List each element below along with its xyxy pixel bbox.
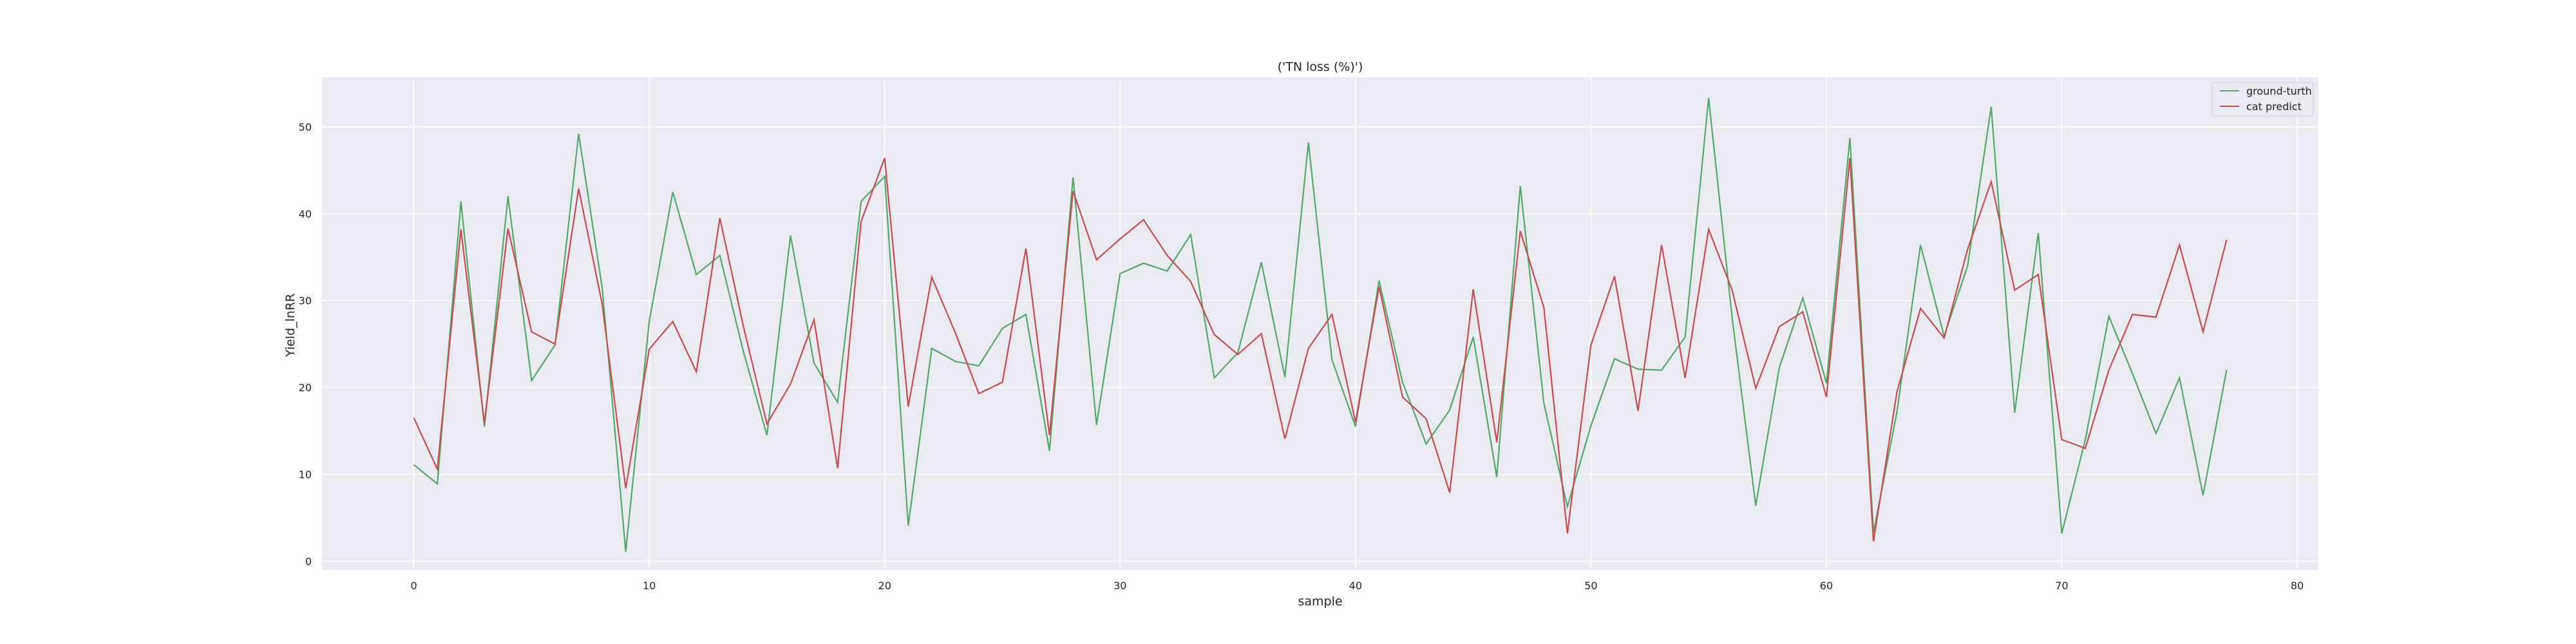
- x-tick-label: 80: [2291, 580, 2304, 592]
- y-tick-label: 10: [299, 469, 312, 481]
- grid-lines: [322, 77, 2318, 570]
- x-tick-label: 30: [1113, 580, 1126, 592]
- legend: ground-turth cat predict: [2211, 82, 2314, 117]
- legend-label-cat-predict: cat predict: [2246, 100, 2302, 113]
- y-tick-label: 20: [299, 382, 312, 394]
- x-axis-label: sample: [1298, 594, 1342, 609]
- y-tick-label: 0: [305, 556, 312, 568]
- x-tick-label: 0: [410, 580, 417, 592]
- x-tick-label: 10: [643, 580, 656, 592]
- plot-background: [322, 77, 2318, 570]
- x-tick-label: 70: [2055, 580, 2068, 592]
- series-line-ground-turth: [413, 98, 2228, 552]
- y-axis-ticks: 0 10 20 30 40 50: [299, 121, 312, 568]
- series-layer: [413, 98, 2228, 552]
- x-tick-label: 50: [1584, 580, 1597, 592]
- x-tick-label: 20: [878, 580, 891, 592]
- y-tick-label: 30: [299, 295, 312, 307]
- chart-title: ('TN loss (%)'): [1278, 60, 1363, 74]
- y-axis-label: Yield_lnRR: [283, 294, 298, 357]
- y-tick-label: 50: [299, 121, 312, 133]
- series-line-cat-predict: [413, 158, 2228, 542]
- x-tick-label: 60: [1820, 580, 1833, 592]
- x-tick-label: 40: [1349, 580, 1362, 592]
- legend-label-ground-turth: ground-turth: [2246, 85, 2312, 97]
- y-tick-label: 40: [299, 208, 312, 220]
- x-axis-ticks: 0 10 20 30 40 50 60 70 80: [410, 580, 2304, 592]
